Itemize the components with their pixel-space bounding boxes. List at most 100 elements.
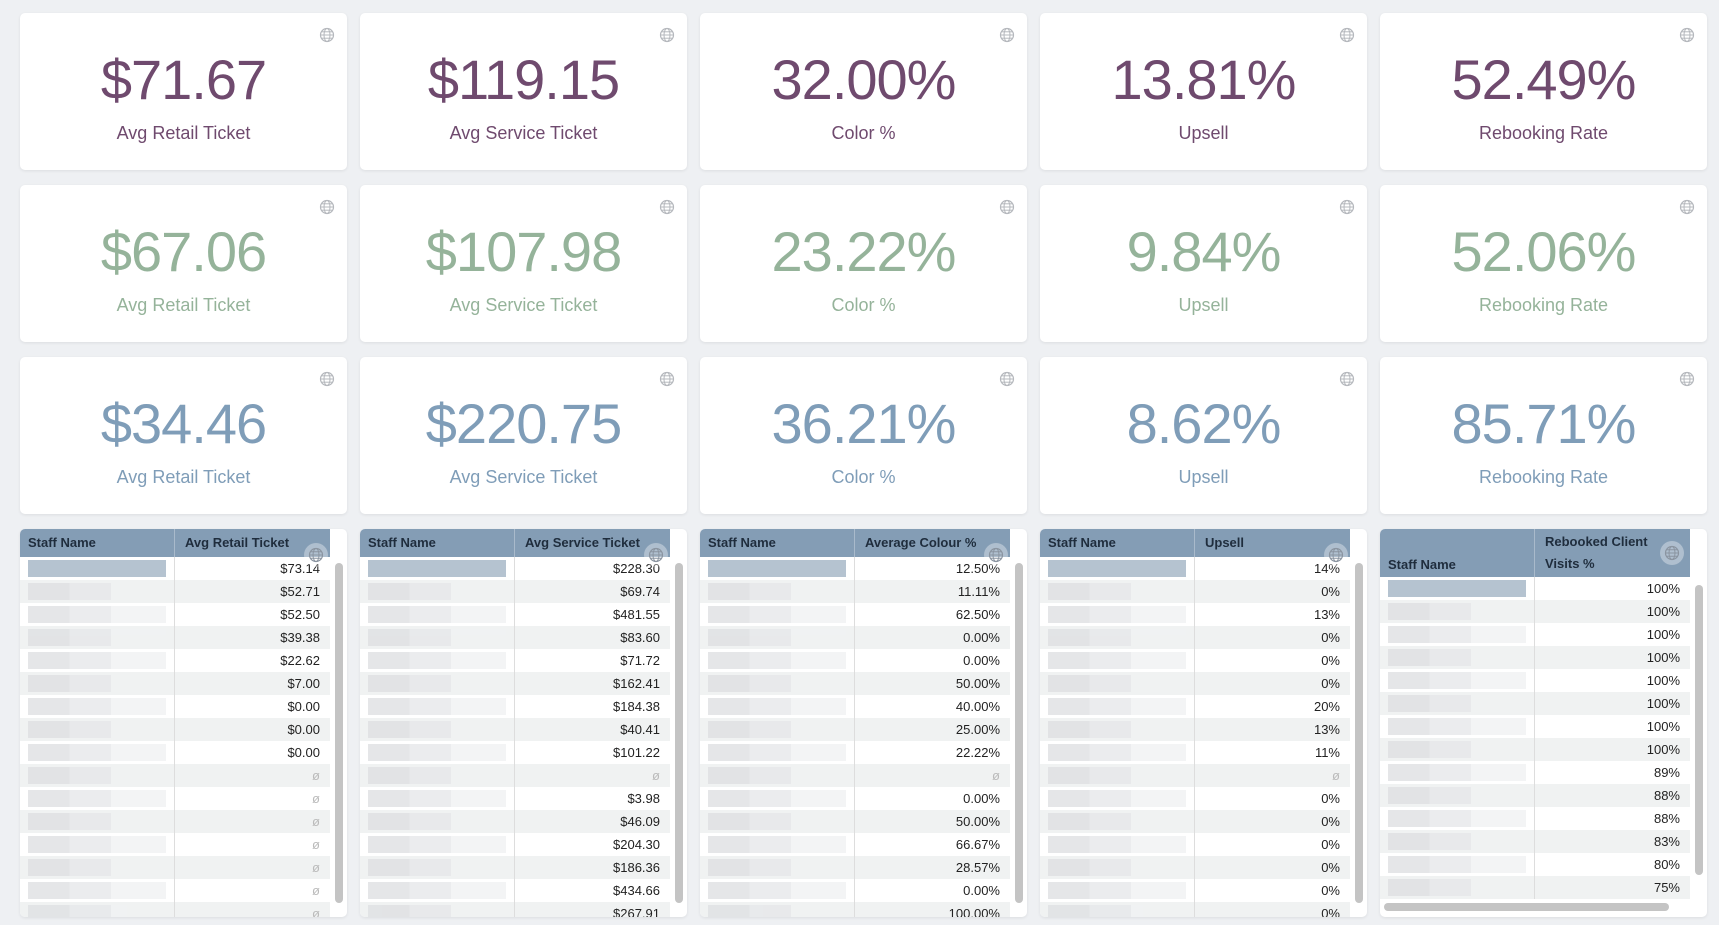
column-header-metric[interactable]: Avg Service Ticket [525,535,640,550]
table-row: $0.00 [20,695,330,718]
value-cell: ø [312,791,320,806]
value-cell: $52.71 [280,584,320,599]
table-row: 83% [1380,830,1690,853]
horizontal-scrollbar[interactable] [1384,903,1669,911]
column-header-staff-name[interactable]: Staff Name [360,529,515,557]
kpi-value: $119.15 [427,48,620,111]
table-body: 14% 0% 13% 0% 0% 0% 20% 13% 11% ø 0% 0% … [1040,557,1350,917]
vertical-scrollbar[interactable] [1015,563,1023,903]
column-header-staff-name[interactable]: Staff Name [20,529,175,557]
vertical-scrollbar[interactable] [1695,585,1703,875]
staff-name-cell-redacted [1040,787,1195,810]
vertical-scrollbar[interactable] [1355,563,1363,903]
table-row: 0% [1040,833,1350,856]
staff-table: Staff Name Average Colour % 12.50% 11.11… [700,529,1027,917]
table-row: $52.71 [20,580,330,603]
value-cell: $481.55 [613,607,660,622]
globe-icon[interactable] [984,543,1008,567]
value-cell: 0% [1321,676,1340,691]
staff-name-cell-redacted [1040,649,1195,672]
value-cell: $73.14 [280,561,320,576]
staff-name-cell-redacted [20,718,175,741]
table-row: $3.98 [360,787,670,810]
globe-icon[interactable] [1679,371,1695,387]
staff-table: Staff Name Avg Retail Ticket $73.14 $52.… [20,529,347,917]
globe-icon[interactable] [1679,199,1695,215]
table-row: $0.00 [20,718,330,741]
column-header-metric[interactable]: Rebooked Client Visits % [1545,534,1648,571]
globe-icon[interactable] [1339,199,1355,215]
kpi-card: $220.75 Avg Service Ticket [360,357,687,514]
globe-icon[interactable] [1324,543,1348,567]
kpi-value: 52.06% [1451,220,1637,283]
kpi-label: Avg Retail Ticket [116,123,251,143]
column-header-staff-name[interactable]: Staff Name [1380,529,1535,577]
globe-icon[interactable] [319,371,335,387]
value-cell: 89% [1653,765,1680,780]
globe-icon[interactable] [1339,27,1355,43]
kpi-label: Rebooking Rate [1478,123,1609,143]
kpi-label: Rebooking Rate [1478,295,1609,315]
staff-table: Staff Name Upsell 14% 0% 13% 0% 0% 0% 20… [1040,529,1367,917]
globe-icon[interactable] [319,27,335,43]
value-cell: 100.00% [948,906,1000,917]
staff-name-cell-redacted [20,810,175,833]
table-row: 100% [1380,623,1690,646]
table-row: 66.67% [700,833,1010,856]
vertical-scrollbar[interactable] [335,563,343,903]
staff-name-cell-redacted [1040,764,1195,787]
globe-icon[interactable] [999,371,1015,387]
globe-icon[interactable] [659,27,675,43]
staff-name-cell-redacted [360,810,515,833]
staff-name-cell-redacted [1040,557,1195,580]
globe-icon[interactable] [304,543,328,567]
kpi-label: Color % [831,467,896,487]
kpi-label: Avg Service Ticket [449,295,598,315]
staff-name-cell-redacted [700,810,855,833]
value-cell: 75% [1653,880,1680,895]
column-header-metric[interactable]: Avg Retail Ticket [185,535,290,550]
staff-name-cell-redacted [20,557,175,580]
table-row: 12.50% [700,557,1010,580]
staff-name-cell-redacted [700,833,855,856]
value-cell: 11% [1314,745,1340,760]
column-header-metric[interactable]: Average Colour % [865,535,977,550]
value-cell: ø [312,883,320,898]
table-row: 88% [1380,784,1690,807]
value-cell: $0.00 [287,722,320,737]
staff-name-cell-redacted [360,557,515,580]
column-header-metric[interactable]: Upsell [1205,535,1245,550]
column-header-staff-name[interactable]: Staff Name [700,529,855,557]
globe-icon[interactable] [1660,541,1684,565]
kpi-label: Avg Service Ticket [449,467,598,487]
globe-icon[interactable] [999,199,1015,215]
globe-icon[interactable] [659,371,675,387]
table-row: ø [700,764,1010,787]
vertical-scrollbar[interactable] [675,563,683,903]
globe-icon[interactable] [659,199,675,215]
table-row: $7.00 [20,672,330,695]
kpi-label: Color % [831,295,896,315]
kpi-card: $119.15 Avg Service Ticket [360,13,687,170]
kpi-value: $107.98 [425,220,622,283]
value-cell: $228.30 [613,561,660,576]
table-row: 20% [1040,695,1350,718]
globe-icon[interactable] [999,27,1015,43]
value-cell: $69.74 [620,584,660,599]
staff-name-cell-redacted [1040,810,1195,833]
kpi-value: 9.84% [1126,220,1282,283]
staff-name-cell-redacted [700,879,855,902]
globe-icon[interactable] [1339,371,1355,387]
value-cell: ø [992,768,1000,783]
staff-name-cell-redacted [1380,577,1535,600]
table-body: $228.30 $69.74 $481.55 $83.60 $71.72 $16… [360,557,670,917]
staff-name-cell-redacted [360,787,515,810]
column-header-staff-name[interactable]: Staff Name [1040,529,1195,557]
globe-icon[interactable] [644,543,668,567]
table-row: 11.11% [700,580,1010,603]
value-cell: 83% [1653,834,1680,849]
globe-icon[interactable] [1679,27,1695,43]
globe-icon[interactable] [319,199,335,215]
staff-name-cell-redacted [700,741,855,764]
staff-name-cell-redacted [360,695,515,718]
